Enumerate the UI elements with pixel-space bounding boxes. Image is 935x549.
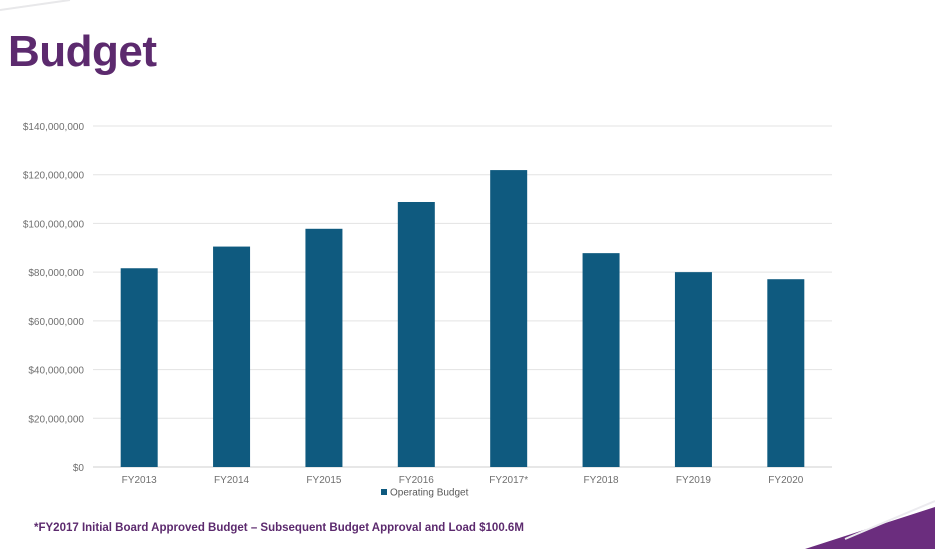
page-title: Budget — [8, 27, 157, 76]
x-tick-label: FY2015 — [306, 475, 341, 486]
y-tick-label: $60,000,000 — [28, 317, 84, 328]
y-tick-label: $120,000,000 — [23, 171, 85, 182]
chart-gridlines — [93, 125, 832, 468]
bar — [767, 279, 805, 467]
y-tick-label: $40,000,000 — [28, 366, 84, 377]
y-axis-tick-labels: $0 $20,000,000 $40,000,000 $60,000,000 $80,0… — [23, 122, 85, 474]
legend-label: Operating Budget — [390, 488, 469, 499]
x-tick-label: FY2017* — [489, 475, 528, 486]
footnote: *FY2017 Initial Board Approved Budget – … — [34, 522, 524, 534]
bar — [397, 201, 435, 467]
y-tick-label: $80,000,000 — [28, 268, 84, 279]
chart-legend: Operating Budget — [381, 488, 469, 499]
legend-swatch — [381, 489, 387, 495]
decorative-corner-swoosh — [805, 500, 935, 549]
y-tick-label: $0 — [73, 463, 85, 474]
bar — [213, 246, 251, 467]
y-tick-label: $140,000,000 — [23, 122, 85, 133]
x-tick-label: FY2014 — [214, 475, 249, 486]
x-axis-tick-labels: FY2013 FY2014 FY2015 FY2016 FY2017* FY2018 FY2… — [122, 475, 804, 486]
x-tick-label: FY2019 — [676, 475, 711, 486]
bar — [490, 170, 528, 467]
bar — [305, 228, 343, 467]
bar — [120, 268, 158, 467]
y-tick-label: $100,000,000 — [23, 219, 85, 230]
y-tick-label: $20,000,000 — [28, 414, 84, 425]
x-tick-label: FY2020 — [768, 475, 803, 486]
chart-bars — [120, 170, 805, 467]
bar — [582, 253, 620, 467]
bar — [674, 272, 712, 467]
x-tick-label: FY2018 — [584, 475, 619, 486]
x-tick-label: FY2016 — [399, 475, 434, 486]
x-tick-label: FY2013 — [122, 475, 157, 486]
decorative-line-top-left — [0, 0, 71, 11]
